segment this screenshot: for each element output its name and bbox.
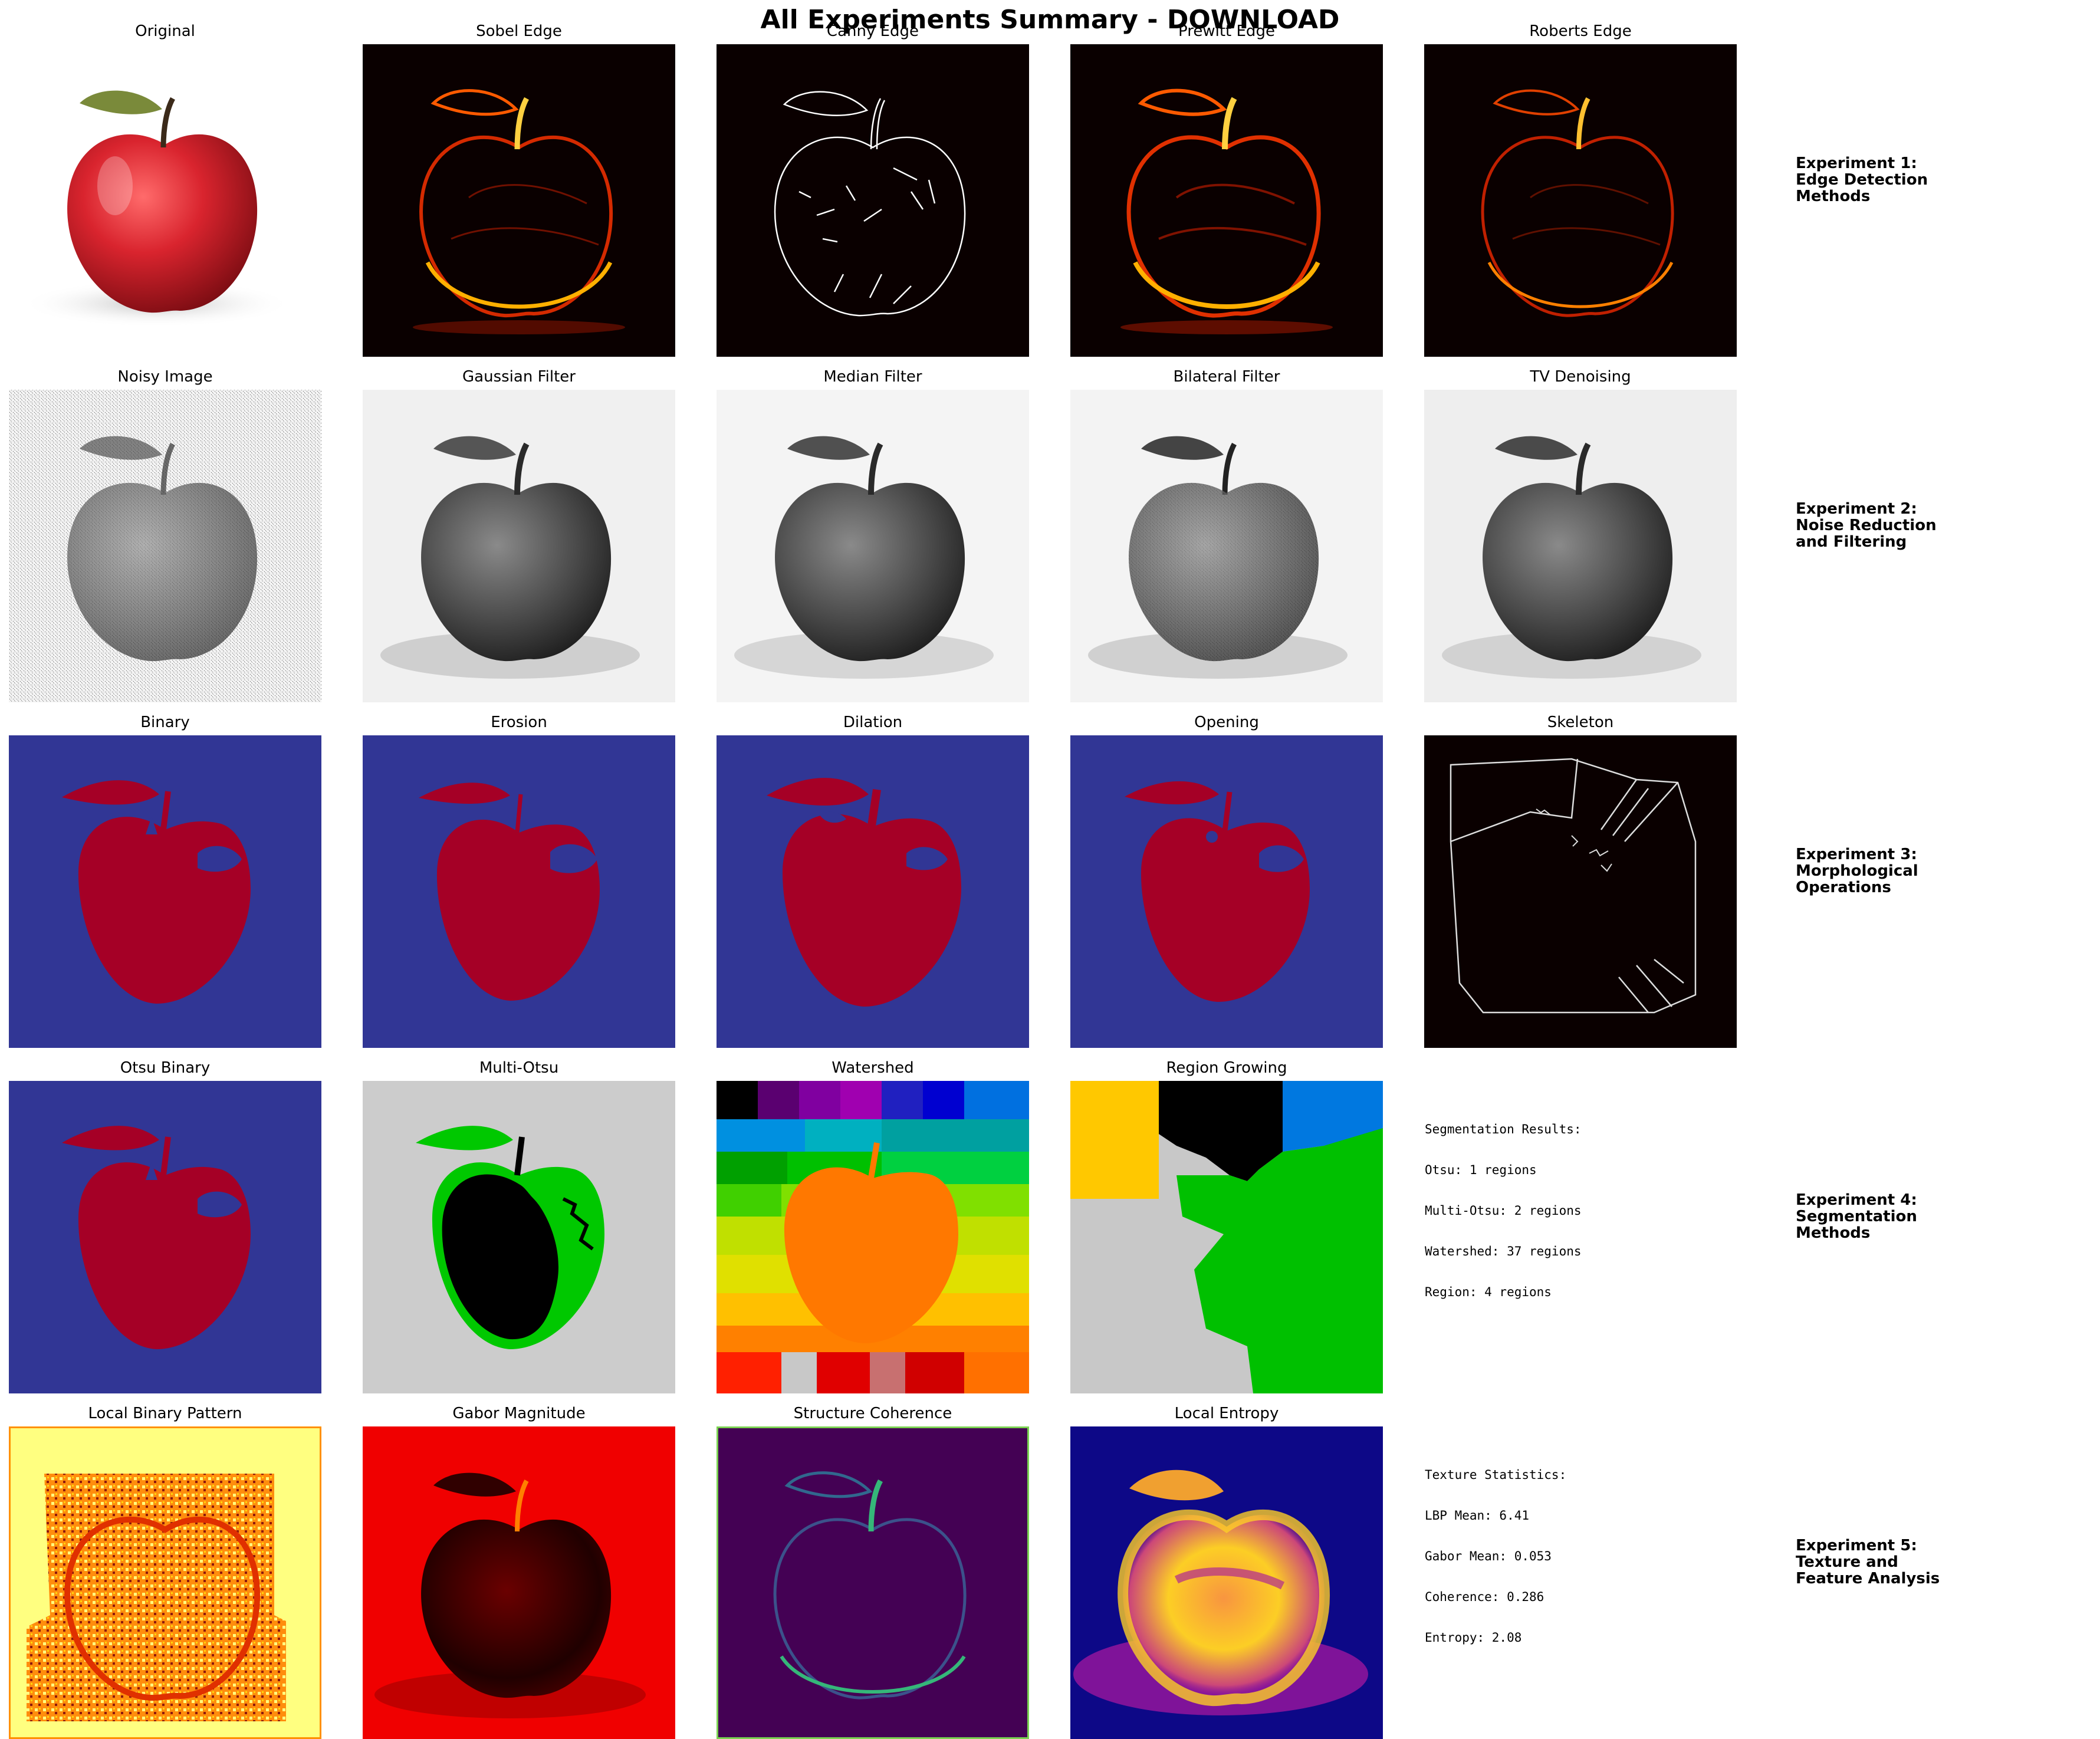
experiment-label-line: Experiment 5: [1796, 1537, 1917, 1554]
panel-title-coherence: Structure Coherence [793, 1405, 952, 1422]
panel-bilateral-filter [1070, 390, 1383, 702]
panel-gabor-magnitude [363, 1426, 675, 1739]
stats-line: Texture Statistics: [1425, 1468, 1567, 1482]
panel-title-region-growing: Region Growing [1166, 1059, 1287, 1077]
panel-title-binary: Binary [140, 714, 190, 731]
experiment-label-line: Edge Detection [1796, 171, 1928, 189]
panel-title-tv: TV Denoising [1530, 368, 1631, 386]
segmentation-stats: Segmentation Results: Otsu: 1 regions Mu… [1425, 1096, 1582, 1313]
panel-title-erosion: Erosion [491, 714, 547, 731]
panel-gaussian-filter [363, 390, 675, 702]
figure-title: All Experiments Summary - DOWNLOAD [760, 5, 1340, 35]
experiment-label-1: Experiment 1: Edge Detection Methods [1796, 155, 2043, 205]
panel-title-canny: Canny Edge [826, 22, 919, 40]
panel-prewitt-edge [1070, 44, 1383, 357]
panel-skeleton [1424, 735, 1737, 1048]
stats-line: LBP Mean: 6.41 [1425, 1508, 1530, 1523]
panel-sobel-edge [363, 44, 675, 357]
panel-title-dilation: Dilation [843, 714, 903, 731]
stats-line: Entropy: 2.08 [1425, 1630, 1522, 1645]
panel-title-gaussian: Gaussian Filter [462, 368, 576, 386]
panel-title-watershed: Watershed [832, 1059, 914, 1077]
panel-title-roberts: Roberts Edge [1529, 22, 1632, 40]
panel-otsu-binary [9, 1081, 321, 1393]
stats-line: Segmentation Results: [1425, 1122, 1582, 1136]
experiment-label-line: Texture and [1796, 1553, 1898, 1571]
panel-title-noisy: Noisy Image [117, 368, 213, 386]
stats-line: Otsu: 1 regions [1425, 1163, 1537, 1177]
panel-region-growing [1070, 1081, 1383, 1393]
experiment-label-line: Experiment 1: [1796, 154, 1917, 172]
texture-stats: Texture Statistics: LBP Mean: 6.41 Gabor… [1425, 1441, 1566, 1658]
panel-title-gabor: Gabor Magnitude [452, 1405, 586, 1422]
panel-watershed [717, 1081, 1029, 1393]
experiment-label-4: Experiment 4: Segmentation Methods [1796, 1192, 2043, 1241]
panel-roberts-edge [1424, 44, 1737, 357]
panel-title-median: Median Filter [823, 368, 922, 386]
panel-title-otsu: Otsu Binary [120, 1059, 211, 1077]
panel-noisy-image [9, 390, 321, 702]
experiment-label-line: Methods [1796, 1224, 1871, 1242]
experiment-label-line: Noise Reduction [1796, 517, 1937, 534]
stats-line: Watershed: 37 regions [1425, 1244, 1582, 1258]
experiment-label-line: Experiment 4: [1796, 1191, 1917, 1209]
panel-title-bilateral: Bilateral Filter [1173, 368, 1280, 386]
experiment-label-line: Feature Analysis [1796, 1570, 1940, 1587]
experiment-label-2: Experiment 2: Noise Reduction and Filter… [1796, 501, 2043, 550]
panel-title-multi-otsu: Multi-Otsu [479, 1059, 559, 1077]
panel-multi-otsu [363, 1081, 675, 1393]
experiment-label-line: Methods [1796, 188, 1871, 205]
experiment-label-3: Experiment 3: Morphological Operations [1796, 846, 2043, 896]
panel-title-opening: Opening [1194, 714, 1259, 731]
panel-opening [1070, 735, 1383, 1048]
experiment-label-line: Experiment 2: [1796, 500, 1917, 518]
panel-title-original: Original [135, 22, 195, 40]
panel-local-binary-pattern [9, 1426, 321, 1739]
experiment-label-line: Operations [1796, 879, 1891, 896]
panel-median-filter [717, 390, 1029, 702]
stats-line: Region: 4 regions [1425, 1285, 1552, 1299]
panel-title-sobel: Sobel Edge [476, 22, 562, 40]
experiment-label-line: Experiment 3: [1796, 846, 1917, 863]
experiment-label-line: and Filtering [1796, 533, 1907, 551]
panel-tv-denoising [1424, 390, 1737, 702]
panel-title-lbp: Local Binary Pattern [88, 1405, 242, 1422]
panel-dilation [717, 735, 1029, 1048]
panel-binary [9, 735, 321, 1048]
experiment-label-5: Experiment 5: Texture and Feature Analys… [1796, 1537, 2043, 1587]
panel-title-skeleton: Skeleton [1547, 714, 1614, 731]
panel-original-image [9, 44, 321, 357]
stats-line: Gabor Mean: 0.053 [1425, 1549, 1552, 1563]
panel-structure-coherence [717, 1426, 1029, 1739]
panel-erosion [363, 735, 675, 1048]
stats-line: Multi-Otsu: 2 regions [1425, 1204, 1582, 1218]
experiment-label-line: Morphological [1796, 862, 1918, 880]
panel-canny-edge [717, 44, 1029, 357]
stats-line: Coherence: 0.286 [1425, 1590, 1544, 1604]
experiment-label-line: Segmentation [1796, 1208, 1917, 1225]
panel-local-entropy [1070, 1426, 1383, 1739]
panel-title-entropy: Local Entropy [1174, 1405, 1279, 1422]
panel-title-prewitt: Prewitt Edge [1178, 22, 1275, 40]
